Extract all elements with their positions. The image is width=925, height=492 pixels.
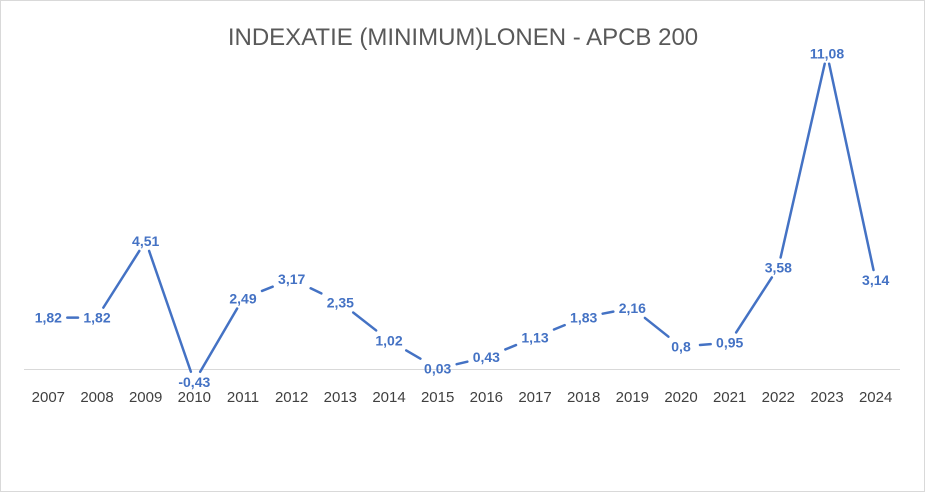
data-label: 0,03 <box>424 361 451 377</box>
x-tick-label: 2013 <box>324 389 357 406</box>
x-tick-label: 2023 <box>810 389 843 406</box>
x-tick-label: 2009 <box>129 389 162 406</box>
data-label: 0,43 <box>473 349 500 365</box>
data-label: 11,08 <box>810 46 844 62</box>
x-tick-label: 2015 <box>421 389 454 406</box>
series-line-segment <box>827 62 875 272</box>
series-line-segment <box>147 249 193 374</box>
series-line-segment <box>455 360 469 366</box>
series-line-segment <box>504 343 518 351</box>
data-label: 3,14 <box>862 272 889 288</box>
data-label: 1,13 <box>521 329 548 345</box>
data-label: 2,35 <box>327 295 354 311</box>
series-line-segment <box>309 287 323 295</box>
x-tick-label: 2016 <box>470 389 503 406</box>
x-tick-label: 2012 <box>275 389 308 406</box>
x-tick-label: 2017 <box>518 389 551 406</box>
data-label: 3,58 <box>765 259 792 275</box>
data-label: 1,82 <box>83 310 110 326</box>
data-label: 2,49 <box>229 291 256 307</box>
series-line-segment <box>102 249 141 309</box>
series-line-segment <box>351 311 378 332</box>
series-line-segment <box>552 323 566 331</box>
data-label: 0,8 <box>671 339 691 355</box>
x-tick-label: 2008 <box>80 389 113 406</box>
x-tick-label: 2007 <box>32 389 65 406</box>
series-line-segment <box>260 285 274 293</box>
x-tick-label: 2021 <box>713 389 746 406</box>
data-label: 4,51 <box>132 233 159 249</box>
series-line-segment <box>198 307 239 374</box>
x-tick-label: 2024 <box>859 389 892 406</box>
data-label: 2,16 <box>619 300 646 316</box>
data-label: 1,82 <box>35 310 62 326</box>
x-tick-label: 2018 <box>567 389 600 406</box>
x-tick-label: 2019 <box>616 389 649 406</box>
series-line-segment <box>698 342 712 347</box>
x-tick-label: 2011 <box>227 389 259 406</box>
chart-title: INDEXATIE (MINIMUM)LONEN - APCB 200 <box>228 24 698 51</box>
x-tick-label: 2014 <box>372 389 405 406</box>
data-label: 1,02 <box>375 332 402 348</box>
x-tick-label: 2010 <box>178 389 211 406</box>
x-tick-label: 2020 <box>664 389 697 406</box>
data-label: 0,95 <box>716 334 743 350</box>
series-line-segment <box>643 316 670 338</box>
series-line-segment <box>779 62 826 259</box>
data-label: 3,17 <box>278 271 305 287</box>
series-line-segment <box>404 349 422 360</box>
data-label: 1,83 <box>570 309 597 325</box>
x-tick-label: 2022 <box>762 389 795 406</box>
series-line-segment <box>734 276 774 334</box>
data-label: -0,43 <box>178 374 210 390</box>
series-line-segment <box>601 310 615 315</box>
